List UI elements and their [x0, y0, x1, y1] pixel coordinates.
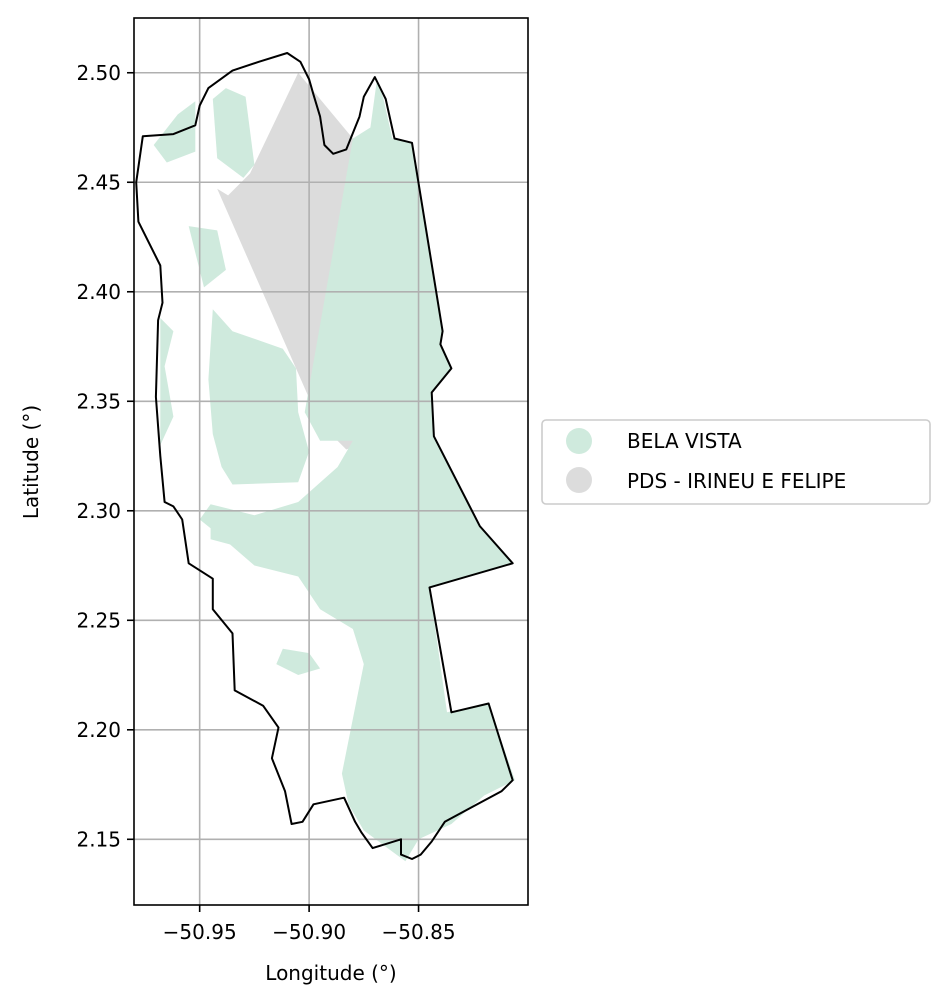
y-tick-label: 2.50: [76, 61, 121, 85]
y-axis-ticks: 2.15 2.20 2.25 2.30 2.35 2.40 2.45 2.50: [76, 61, 134, 851]
x-tick-label: −50.90: [272, 920, 346, 944]
y-tick-label: 2.40: [76, 280, 121, 304]
gridlines: [134, 18, 528, 905]
plot-area: [133, 17, 529, 906]
y-axis-title: Latitude (°): [19, 405, 43, 519]
plot-frame: [133, 17, 529, 906]
polygon-bela-vista: [208, 309, 310, 485]
legend-marker-bela-vista: [566, 428, 592, 454]
legend-label-bela-vista: BELA VISTA: [627, 429, 742, 453]
x-tick-label: −50.85: [382, 920, 456, 944]
legend-frame: [541, 419, 931, 505]
polygon-layers: [153, 72, 515, 862]
x-tick-label: −50.95: [163, 920, 237, 944]
y-tick-label: 2.45: [76, 170, 121, 194]
polygon-bela-vista: [199, 79, 515, 862]
y-tick-label: 2.30: [76, 499, 121, 523]
y-tick-label: 2.15: [76, 827, 121, 851]
y-tick-label: 2.20: [76, 718, 121, 742]
legend: BELA VISTA PDS - IRINEU E FELIPE: [541, 419, 931, 505]
settlement-boundary: [135, 52, 514, 860]
x-axis-ticks: −50.95 −50.90 −50.85: [163, 905, 456, 944]
legend-marker-pds-irineu-e-felipe: [566, 467, 592, 493]
polygon-bela-vista: [210, 517, 270, 548]
y-tick-label: 2.25: [76, 608, 121, 632]
polygon-bela-vista: [160, 318, 174, 446]
polygon-bela-vista: [188, 226, 226, 288]
legend-label-pds-irineu-e-felipe: PDS - IRINEU E FELIPE: [627, 469, 846, 493]
polygon-bela-vista: [153, 101, 196, 163]
y-tick-label: 2.35: [76, 389, 121, 413]
x-axis-title: Longitude (°): [265, 961, 396, 985]
polygon-bela-vista: [212, 88, 255, 178]
